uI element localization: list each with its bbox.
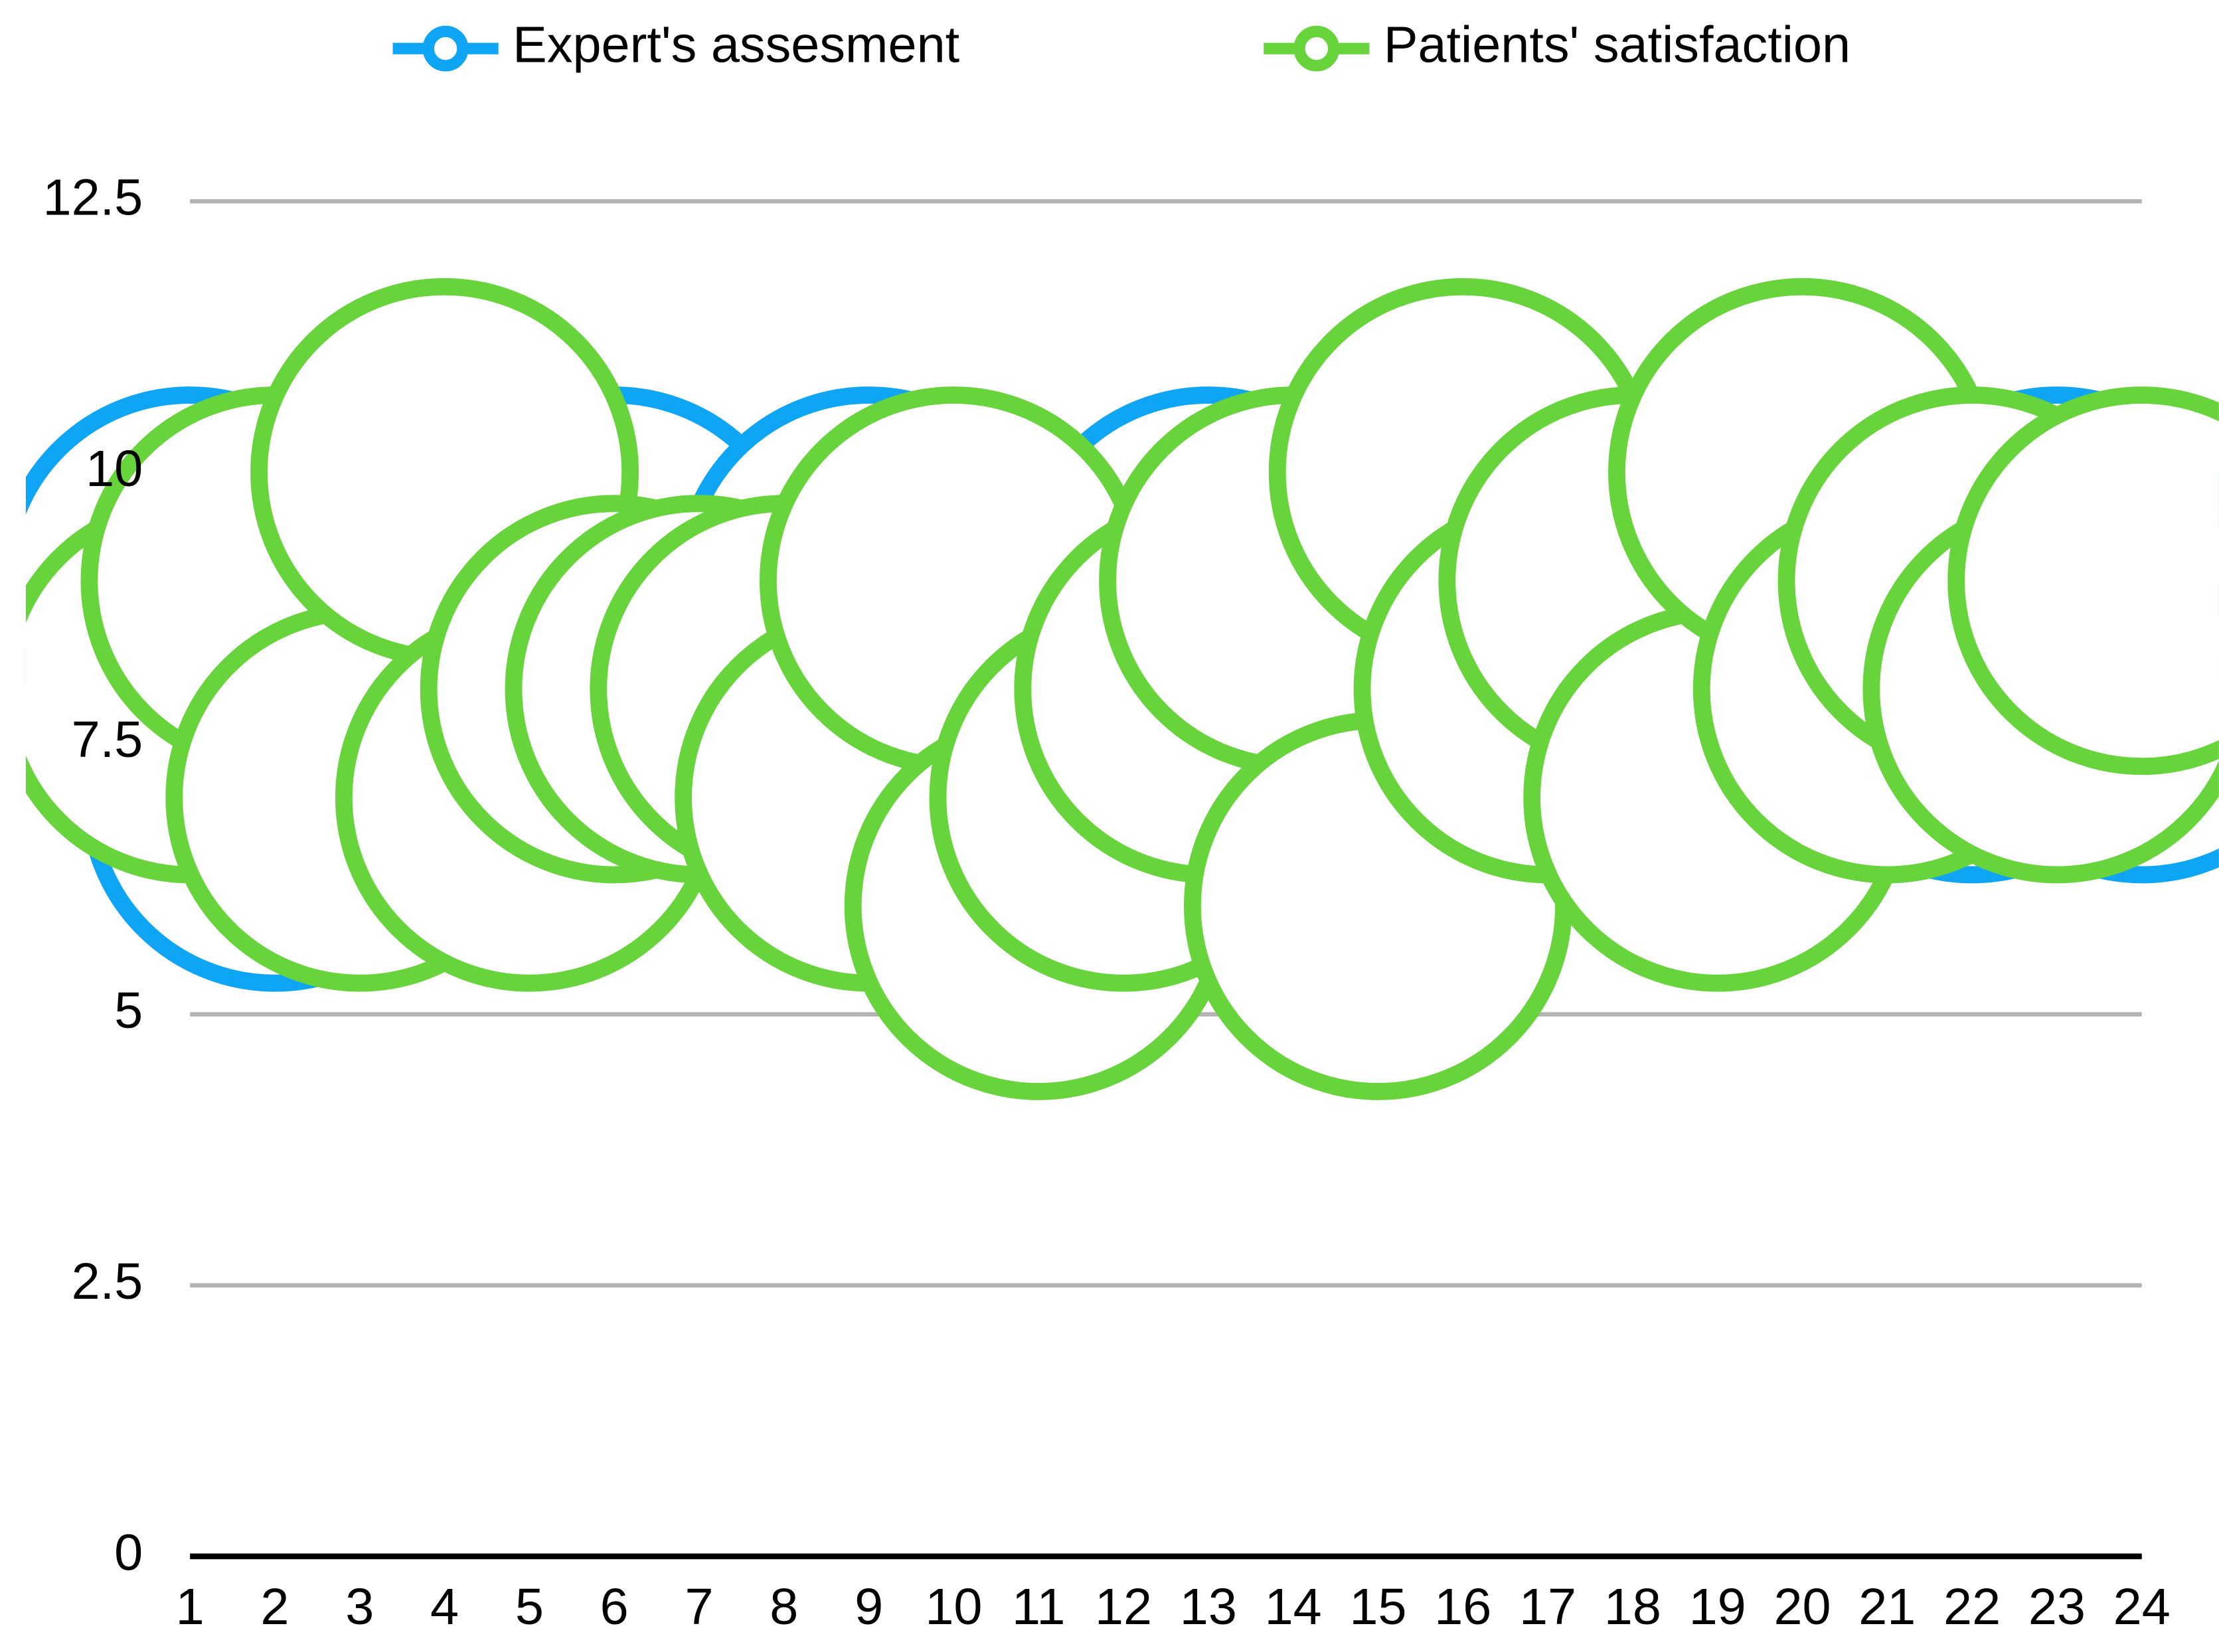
x-tick-label: 17	[1519, 1578, 1576, 1635]
x-tick-label: 19	[1689, 1578, 1746, 1635]
x-tick-label: 6	[600, 1578, 629, 1635]
x-tick-label: 7	[685, 1578, 713, 1635]
y-tick-label: 10	[86, 440, 143, 497]
x-tick-label: 9	[855, 1578, 883, 1635]
y-tick-label: 5	[114, 982, 143, 1039]
x-tick-label: 13	[1180, 1578, 1237, 1635]
y-tick-label: 2.5	[72, 1253, 143, 1310]
x-tick-label: 20	[1773, 1578, 1831, 1635]
legend-marker	[1293, 25, 1340, 72]
x-tick-label: 3	[345, 1578, 374, 1635]
x-tick-label: 23	[2028, 1578, 2086, 1635]
x-tick-label: 12	[1095, 1578, 1152, 1635]
x-tick-label: 16	[1434, 1578, 1491, 1635]
x-tick-label: 1	[176, 1578, 205, 1635]
x-tick-label: 5	[515, 1578, 544, 1635]
x-tick-label: 8	[770, 1578, 798, 1635]
x-tick-label: 11	[1012, 1578, 1065, 1635]
legend: Expert's assesment Patients' satisfaction	[392, 17, 1850, 74]
y-tick-label: 12.5	[43, 169, 143, 226]
x-tick-label: 21	[1858, 1578, 1916, 1635]
x-tick-label: 2	[260, 1578, 289, 1635]
x-tick-label: 18	[1604, 1578, 1661, 1635]
legend-label: Patients' satisfaction	[1384, 17, 1850, 74]
x-tick-label: 10	[925, 1578, 982, 1635]
x-tick-label: 24	[2113, 1578, 2171, 1635]
legend-marker	[422, 25, 469, 72]
x-tick-label: 14	[1265, 1578, 1322, 1635]
x-tick-label: 22	[1943, 1578, 2001, 1635]
legend-label: Expert's assesment	[513, 17, 959, 74]
y-tick-label: 0	[114, 1524, 143, 1581]
y-tick-label: 7.5	[72, 711, 143, 768]
plot-area	[25, 278, 2219, 1100]
x-tick-label: 4	[430, 1578, 459, 1635]
x-tick-label: 15	[1349, 1578, 1406, 1635]
marker	[1947, 386, 2219, 775]
